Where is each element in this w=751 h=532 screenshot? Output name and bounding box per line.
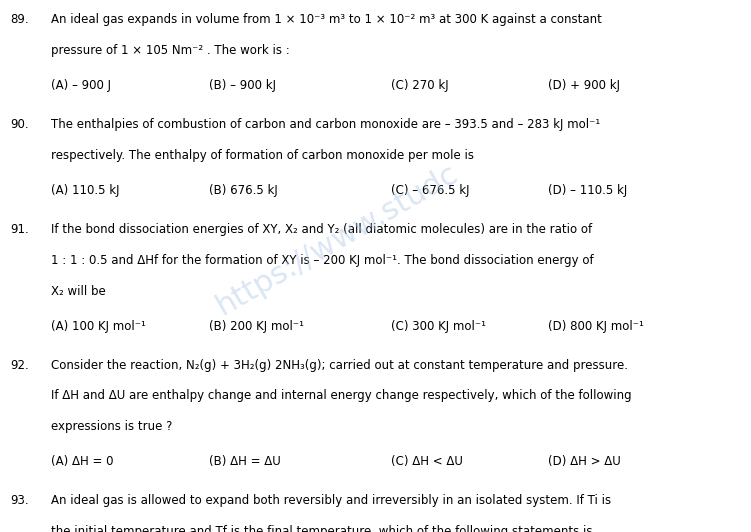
Text: 93.: 93. xyxy=(10,494,29,507)
Text: (B) 676.5 kJ: (B) 676.5 kJ xyxy=(209,184,278,197)
Text: (A) ΔH = 0: (A) ΔH = 0 xyxy=(51,455,113,468)
Text: (D) – 110.5 kJ: (D) – 110.5 kJ xyxy=(548,184,628,197)
Text: The enthalpies of combustion of carbon and carbon monoxide are – 393.5 and – 283: The enthalpies of combustion of carbon a… xyxy=(51,118,600,131)
Text: If the bond dissociation energies of XY, X₂ and Y₂ (all diatomic molecules) are : If the bond dissociation energies of XY,… xyxy=(51,223,593,236)
Text: the initial temperature and Tf is the final temperature, which of the following : the initial temperature and Tf is the fi… xyxy=(51,525,593,532)
Text: (C) 300 KJ mol⁻¹: (C) 300 KJ mol⁻¹ xyxy=(391,320,485,332)
Text: If ΔH and ΔU are enthalpy change and internal energy change respectively, which : If ΔH and ΔU are enthalpy change and int… xyxy=(51,389,632,402)
Text: pressure of 1 × 105 Nm⁻² . The work is :: pressure of 1 × 105 Nm⁻² . The work is : xyxy=(51,44,290,57)
Text: An ideal gas is allowed to expand both reversibly and irreversibly in an isolate: An ideal gas is allowed to expand both r… xyxy=(51,494,611,507)
Text: 89.: 89. xyxy=(10,13,29,26)
Text: 90.: 90. xyxy=(10,118,29,131)
Text: Consider the reaction, N₂(g) + 3H₂(g) 2NH₃(g); carried out at constant temperatu: Consider the reaction, N₂(g) + 3H₂(g) 2N… xyxy=(51,359,628,371)
Text: X₂ will be: X₂ will be xyxy=(51,285,106,297)
Text: (B) ΔH = ΔU: (B) ΔH = ΔU xyxy=(209,455,281,468)
Text: (A) 100 KJ mol⁻¹: (A) 100 KJ mol⁻¹ xyxy=(51,320,146,332)
Text: (D) 800 KJ mol⁻¹: (D) 800 KJ mol⁻¹ xyxy=(548,320,644,332)
Text: expressions is true ?: expressions is true ? xyxy=(51,420,173,433)
Text: 91.: 91. xyxy=(10,223,29,236)
Text: (A) – 900 J: (A) – 900 J xyxy=(51,79,111,92)
Text: (B) – 900 kJ: (B) – 900 kJ xyxy=(209,79,276,92)
Text: respectively. The enthalpy of formation of carbon monoxide per mole is: respectively. The enthalpy of formation … xyxy=(51,149,474,162)
Text: (B) 200 KJ mol⁻¹: (B) 200 KJ mol⁻¹ xyxy=(209,320,303,332)
Text: 1 : 1 : 0.5 and ΔHf for the formation of XY is – 200 KJ mol⁻¹. The bond dissocia: 1 : 1 : 0.5 and ΔHf for the formation of… xyxy=(51,254,594,267)
Text: (D) + 900 kJ: (D) + 900 kJ xyxy=(548,79,620,92)
Text: An ideal gas expands in volume from 1 × 10⁻³ m³ to 1 × 10⁻² m³ at 300 K against : An ideal gas expands in volume from 1 × … xyxy=(51,13,602,26)
Text: (C) – 676.5 kJ: (C) – 676.5 kJ xyxy=(391,184,469,197)
Text: 92.: 92. xyxy=(10,359,29,371)
Text: https://www.studc: https://www.studc xyxy=(210,158,463,321)
Text: (C) 270 kJ: (C) 270 kJ xyxy=(391,79,448,92)
Text: (D) ΔH > ΔU: (D) ΔH > ΔU xyxy=(548,455,621,468)
Text: (A) 110.5 kJ: (A) 110.5 kJ xyxy=(51,184,119,197)
Text: (C) ΔH < ΔU: (C) ΔH < ΔU xyxy=(391,455,463,468)
